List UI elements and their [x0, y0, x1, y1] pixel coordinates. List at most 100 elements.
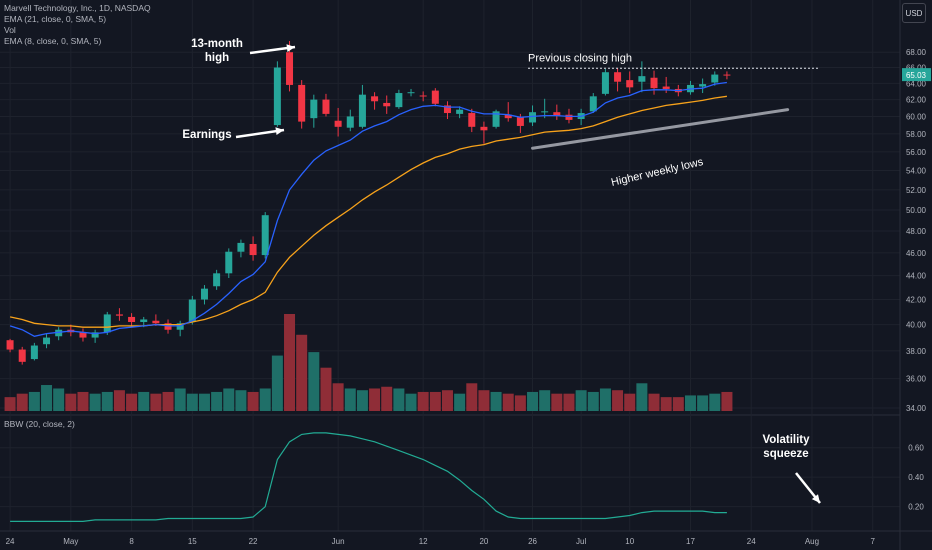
volume-bar: [89, 393, 101, 411]
candle-body: [152, 320, 160, 324]
volume-bar: [259, 388, 271, 411]
volume-bar: [454, 393, 466, 411]
volume-bar: [332, 383, 344, 411]
price-tick-label: 46.00: [906, 249, 927, 258]
volume-bar: [429, 391, 441, 411]
time-tick-label: 24: [6, 537, 15, 546]
volume-bar: [624, 393, 636, 411]
candle-body: [249, 243, 257, 256]
volume-bar: [636, 383, 648, 411]
candle-body: [18, 349, 26, 362]
time-tick-label: Aug: [805, 537, 819, 546]
time-tick-label: 22: [249, 537, 258, 546]
currency-button[interactable]: USD: [902, 3, 926, 23]
volume-bar: [356, 390, 368, 411]
candle-body: [626, 80, 634, 88]
price-tick-label: 64.00: [906, 79, 927, 88]
volume-bar: [599, 388, 611, 411]
volume-bar: [393, 388, 405, 411]
volume-bar: [4, 397, 16, 411]
volume-legend[interactable]: Vol: [4, 25, 16, 35]
candle-body: [468, 113, 476, 127]
candle-body: [79, 332, 87, 338]
candle-body: [237, 242, 245, 252]
candle-body: [614, 72, 622, 82]
bbw-tick-label: 0.60: [908, 444, 924, 453]
month-high-arrow-head: [286, 44, 295, 52]
candle-body: [200, 288, 208, 300]
candle-body: [407, 92, 415, 94]
candle-body: [565, 114, 573, 120]
candle-body: [115, 314, 123, 316]
candle-body: [140, 319, 148, 323]
grid-lines: [0, 0, 900, 531]
candle-body: [358, 94, 366, 127]
price-tick-label: 50.00: [906, 206, 927, 215]
squeeze-label-line2: squeeze: [763, 448, 808, 460]
time-tick-label: 10: [625, 537, 634, 546]
squeeze-label-line1: Volatility: [762, 434, 810, 446]
price-tick-label: 60.00: [906, 112, 927, 121]
volume-bar: [101, 391, 113, 411]
volume-bar: [684, 395, 696, 411]
candle-body: [443, 105, 451, 114]
bbw-tick-label: 0.20: [908, 503, 924, 512]
volume-bar: [126, 393, 138, 411]
price-tick-label: 56.00: [906, 148, 927, 157]
candle-body: [723, 74, 731, 76]
symbol-title[interactable]: Marvell Technology, Inc., 1D, NASDAQ: [4, 3, 151, 13]
candle-body: [541, 111, 549, 113]
price-tick-label: 42.00: [906, 296, 927, 305]
time-tick-label: May: [63, 537, 78, 546]
volume-bar: [563, 393, 575, 411]
volume-bar: [113, 390, 125, 411]
candle-body: [662, 86, 670, 89]
bbw-tick-label: 0.40: [908, 473, 924, 482]
price-axis-bg: [900, 0, 932, 550]
volume-bar: [648, 393, 660, 411]
candle-body: [30, 345, 38, 360]
volume-bar: [41, 385, 53, 411]
volume-bar: [235, 390, 247, 411]
candle-body: [504, 114, 512, 119]
candle-body: [128, 316, 136, 323]
time-tick-label: 26: [528, 537, 537, 546]
price-tick-label: 34.00: [906, 404, 927, 413]
ema8-legend[interactable]: EMA (8, close, 0, SMA, 5): [4, 36, 102, 46]
candle-body: [298, 84, 306, 122]
candle-body: [371, 96, 379, 102]
price-tick-label: 38.00: [906, 347, 927, 356]
price-candles[interactable]: [6, 41, 731, 365]
candle-body: [322, 99, 330, 114]
volume-bar: [308, 352, 320, 411]
time-tick-label: Jun: [332, 537, 345, 546]
volume-bar: [478, 390, 490, 411]
volume-bar: [320, 367, 332, 411]
volume-bar: [369, 388, 381, 411]
volume-bar: [709, 393, 721, 411]
bbw-line: [10, 432, 727, 523]
volume-bar: [587, 391, 599, 411]
ema21-legend[interactable]: EMA (21, close, 0, SMA, 5): [4, 14, 107, 24]
candle-body: [480, 126, 488, 131]
time-tick-label: 12: [419, 537, 428, 546]
volume-bar: [551, 393, 563, 411]
volume-bar: [198, 393, 210, 411]
squeeze-arrow-head: [811, 494, 820, 503]
price-axis[interactable]: 68.00 66.00 64.00 62.00 60.00 58.00 56.00 54.00…: [899, 0, 932, 550]
volume-bar: [466, 383, 478, 411]
time-tick-label: 8: [129, 537, 134, 546]
time-axis[interactable]: 24 May 8 15 22 Jun 12 20 26 Jul 10 17 24 Aug 7: [0, 530, 932, 546]
volume-bar: [247, 391, 259, 411]
volume-bar: [502, 393, 514, 411]
candle-body: [188, 299, 196, 323]
volume-bar: [65, 393, 77, 411]
ema-lines: [9, 81, 727, 337]
volume-bar: [150, 393, 162, 411]
volume-bar: [514, 395, 526, 411]
candle-body: [273, 67, 281, 126]
bbw-legend[interactable]: BBW (20, close, 2): [4, 419, 75, 429]
price-tick-label: 44.00: [906, 272, 927, 281]
candle-body: [529, 112, 537, 123]
